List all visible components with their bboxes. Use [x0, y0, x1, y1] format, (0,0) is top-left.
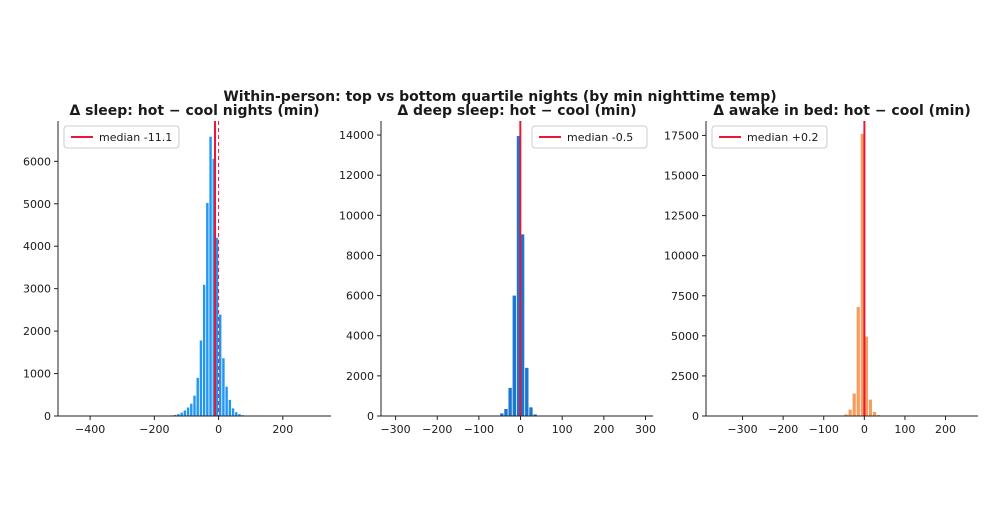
histogram-bar — [852, 393, 856, 416]
histogram-bar — [183, 410, 187, 416]
histogram-bar — [848, 409, 852, 416]
y-tick-label: 5000 — [23, 198, 51, 211]
histogram-bar — [180, 412, 183, 416]
y-tick-label: 3000 — [23, 283, 51, 296]
y-tick-label: 10000 — [664, 250, 699, 263]
panel-title: Δ sleep: hot − cool nights (min) — [69, 103, 319, 119]
legend-box — [63, 125, 180, 149]
x-tick-label: −200 — [768, 423, 798, 436]
x-tick-label: 200 — [593, 423, 614, 436]
histogram-bar — [864, 336, 868, 416]
histogram-bar — [231, 408, 235, 416]
histogram-bar — [228, 399, 232, 416]
legend-box — [531, 125, 648, 149]
histogram-bar — [196, 377, 199, 416]
x-tick-label: −400 — [75, 423, 105, 436]
y-tick-label: 2500 — [671, 370, 699, 383]
histogram-bar — [238, 414, 241, 416]
x-tick-label: 200 — [935, 423, 956, 436]
x-tick-label: 200 — [272, 423, 293, 436]
histogram-bar — [520, 234, 525, 416]
x-tick-label: −300 — [380, 423, 410, 436]
y-tick-label: 12500 — [664, 210, 699, 223]
histogram-bar — [209, 136, 212, 417]
x-tick-label: 0 — [517, 423, 524, 436]
panel-title: Δ awake in bed: hot − cool (min) — [713, 103, 971, 119]
y-tick-label: 7500 — [671, 290, 699, 303]
histogram-bar — [872, 411, 877, 416]
panel-awake-in-bed: Δ awake in bed: hot − cool (min) −300 −200… — [664, 103, 978, 436]
histogram-bar — [860, 133, 864, 416]
histogram-bar — [504, 408, 508, 416]
histogram-bar — [529, 407, 533, 416]
x-tick-label: −300 — [727, 423, 757, 436]
y-tick-label: 10000 — [339, 209, 374, 222]
x-tick-label: −200 — [422, 423, 452, 436]
legend: median -0.5 — [531, 125, 648, 149]
x-tick-label: −200 — [139, 423, 169, 436]
y-tick-label: 8000 — [346, 249, 374, 262]
legend-label: median +0.2 — [747, 131, 818, 144]
x-tick-label: 100 — [894, 423, 915, 436]
histogram-bar — [516, 136, 521, 416]
histogram-bar — [186, 407, 190, 416]
histogram-bar — [512, 295, 516, 416]
legend-label: median -11.1 — [99, 131, 172, 144]
histogram-bar — [190, 403, 193, 416]
histogram-bar — [533, 414, 537, 416]
y-tick-label: 4000 — [23, 240, 51, 253]
histogram-bar — [225, 386, 228, 416]
panel-sleep: Δ sleep: hot − cool nights (min) −400 −200… — [23, 103, 331, 436]
y-tick-label: 14000 — [339, 129, 374, 142]
legend: median +0.2 — [711, 125, 828, 149]
y-tick-label: 12000 — [339, 169, 374, 182]
histogram-bar — [177, 414, 180, 416]
histogram-bar — [193, 395, 196, 416]
histogram-bar — [525, 367, 529, 416]
y-tick-label: 1000 — [23, 368, 51, 381]
y-tick-label: 15000 — [664, 170, 699, 183]
panel-title: Δ deep sleep: hot − cool (min) — [397, 103, 636, 119]
y-tick-label: 0 — [367, 410, 374, 423]
legend-label: median -0.5 — [567, 131, 633, 144]
histogram-bar — [218, 314, 222, 416]
y-tick-label: 17500 — [664, 129, 699, 142]
histogram-bar — [222, 358, 225, 416]
legend-box — [711, 125, 828, 149]
histogram-bar — [215, 237, 219, 416]
x-tick-label: −100 — [809, 423, 839, 436]
histogram-bar — [174, 414, 177, 416]
panel-deep-sleep: Δ deep sleep: hot − cool (min) −300 −200 −1… — [339, 103, 656, 436]
histogram-bar — [202, 284, 206, 416]
x-tick-label: 0 — [861, 423, 868, 436]
histogram-bar — [235, 412, 238, 416]
histogram-bar — [856, 306, 860, 416]
y-tick-label: 0 — [44, 410, 51, 423]
histogram-bar — [212, 158, 215, 416]
histogram-bar — [844, 414, 848, 416]
y-tick-label: 4000 — [346, 330, 374, 343]
figure-suptitle: Within-person: top vs bottom quartile ni… — [223, 89, 776, 105]
legend: median -11.1 — [63, 125, 180, 149]
y-tick-label: 6000 — [23, 155, 51, 168]
y-tick-label: 2000 — [23, 325, 51, 338]
histogram-bar — [199, 340, 203, 416]
x-tick-label: −100 — [464, 423, 494, 436]
histogram-bar — [206, 202, 209, 416]
y-tick-label: 2000 — [346, 370, 374, 383]
x-tick-label: 300 — [635, 423, 656, 436]
histogram-bar — [868, 399, 873, 416]
x-tick-label: 0 — [215, 423, 222, 436]
y-tick-label: 0 — [692, 410, 699, 423]
histogram-bar — [500, 413, 504, 416]
y-tick-label: 5000 — [671, 330, 699, 343]
histogram-bar — [508, 387, 512, 416]
x-tick-label: 100 — [552, 423, 573, 436]
y-tick-label: 6000 — [346, 290, 374, 303]
